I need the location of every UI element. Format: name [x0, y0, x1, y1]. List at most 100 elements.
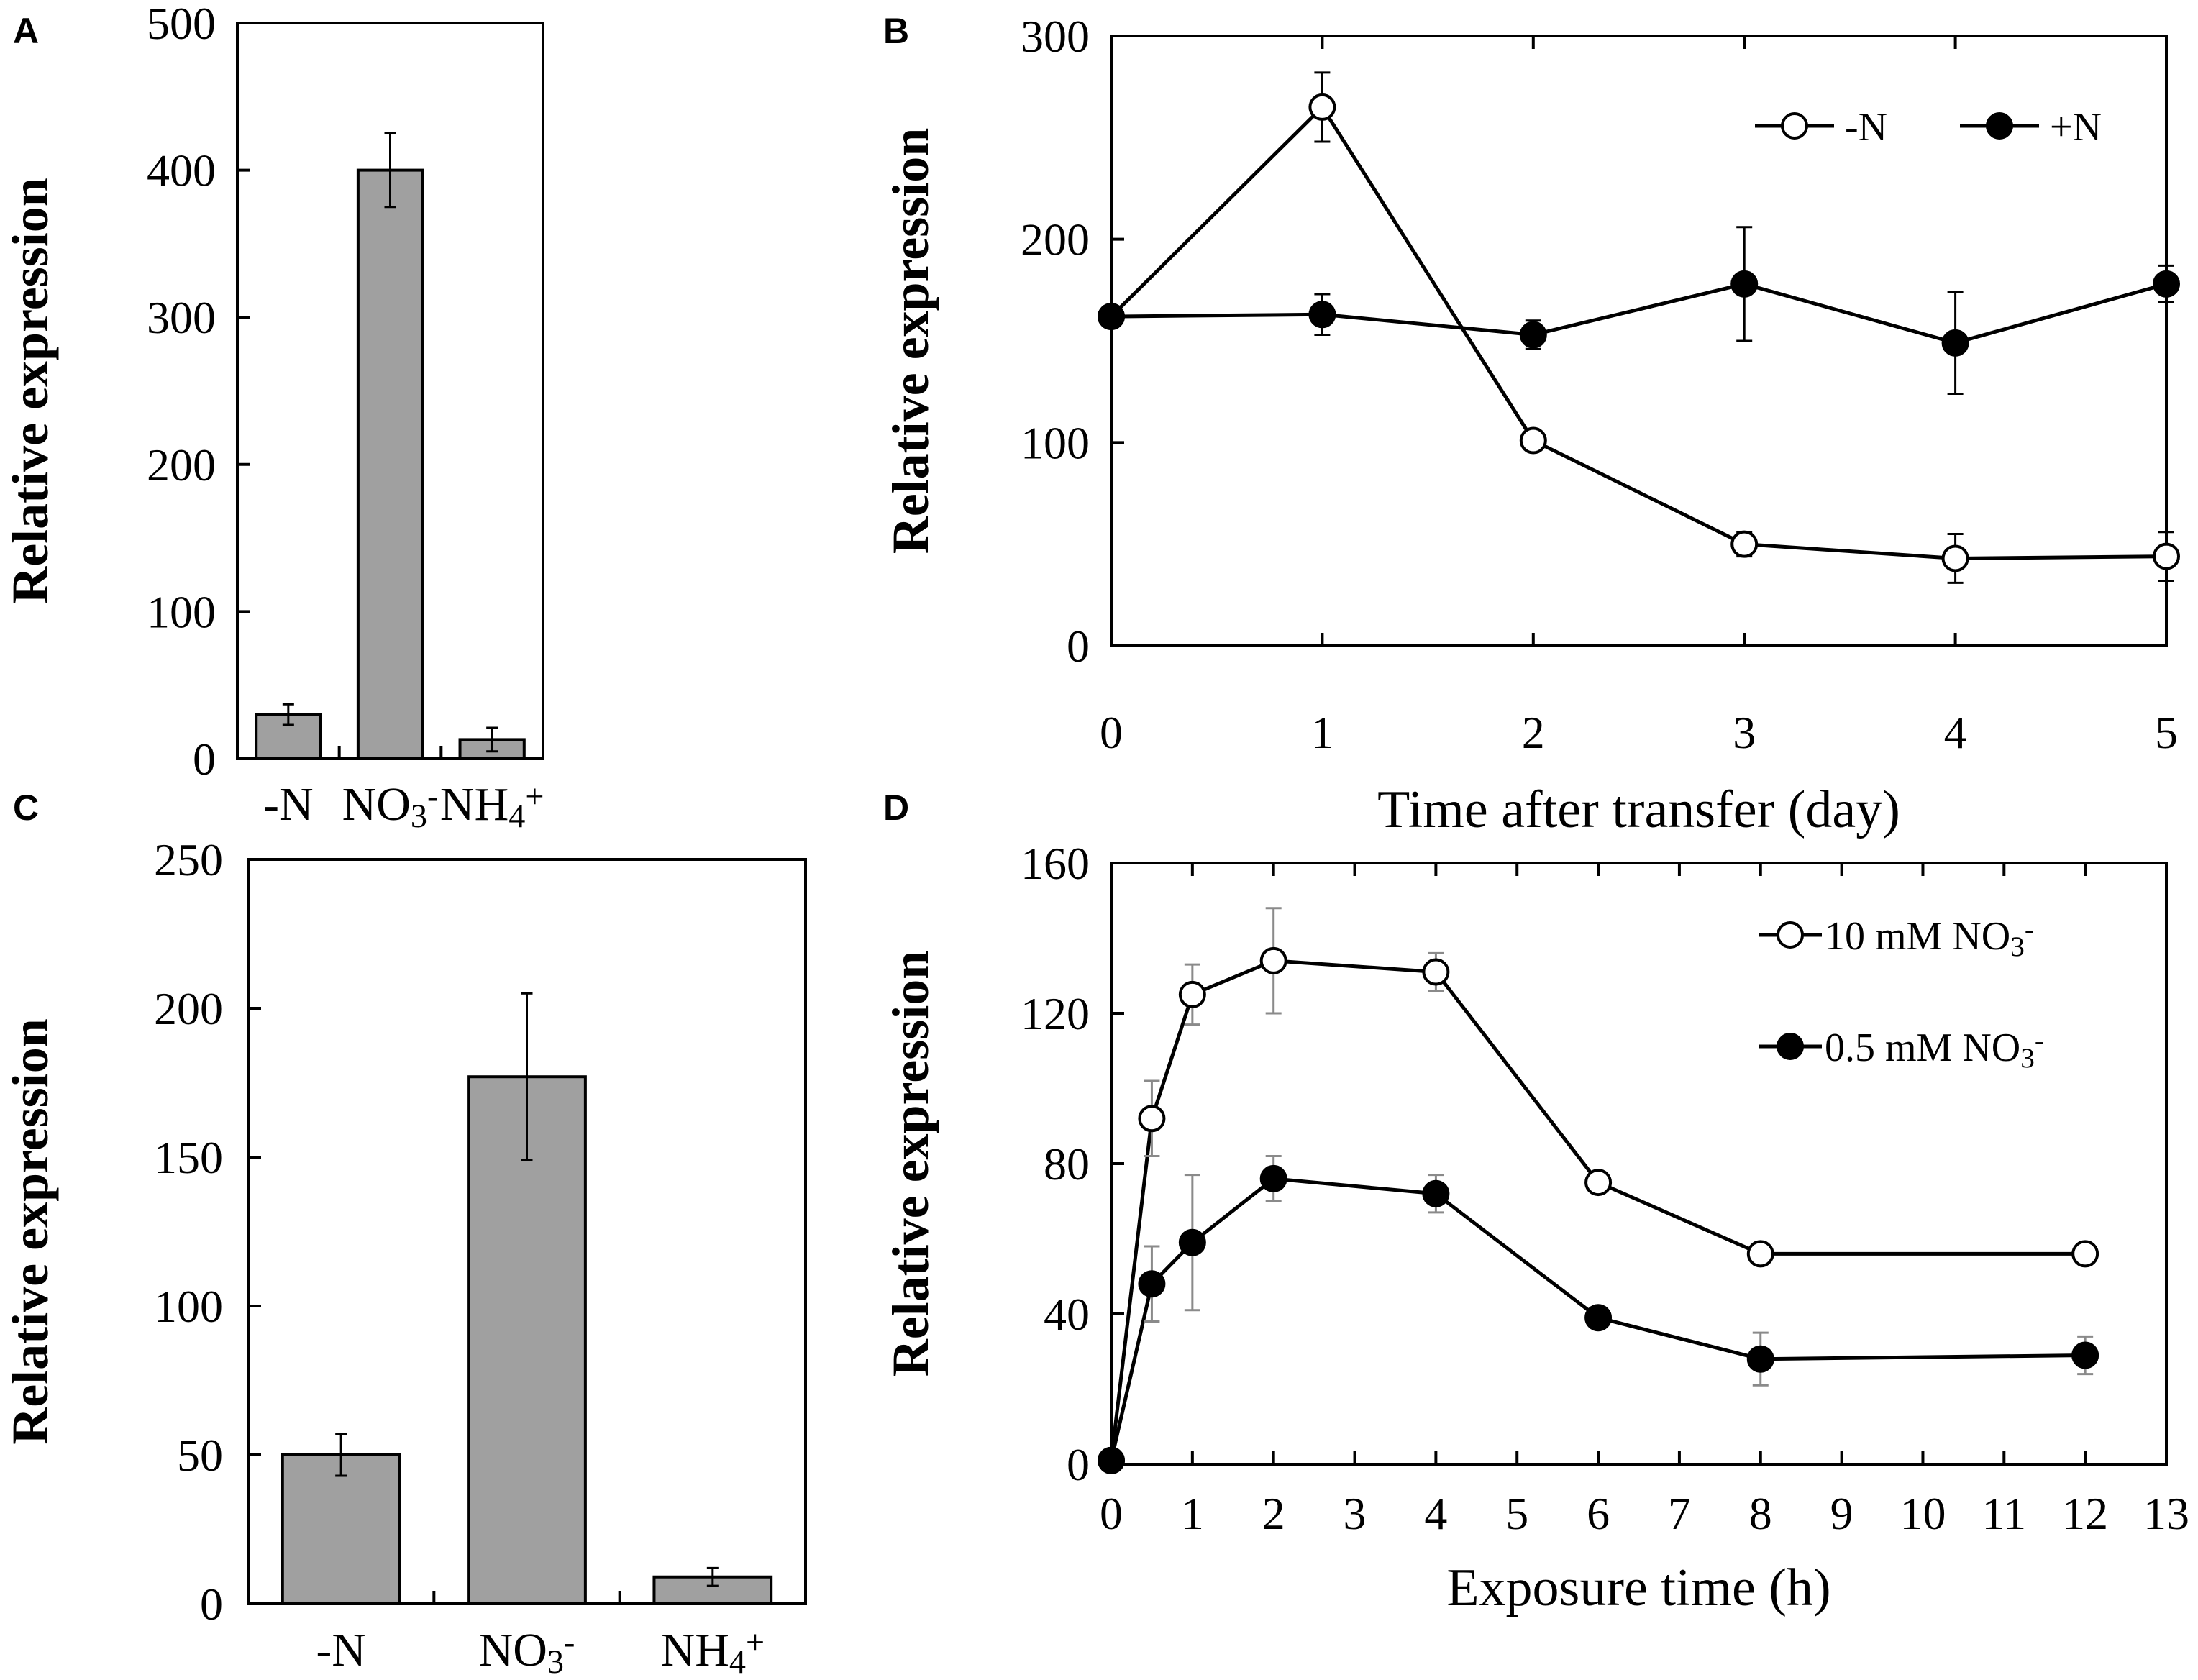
panel-label: D	[883, 788, 909, 828]
y-tick-label: 250	[154, 834, 223, 885]
y-tick-label: 300	[1021, 11, 1090, 62]
plot-frame	[1110, 35, 2168, 647]
y-tick-label: 0	[1067, 621, 1090, 672]
x-tick-label: 13	[2143, 1488, 2189, 1539]
data-point	[1308, 93, 1336, 121]
data-point	[1584, 1169, 1613, 1197]
bar	[652, 1575, 773, 1605]
y-tick-label: 200	[154, 983, 223, 1034]
y-axis-label: Relative expression	[1, 1018, 59, 1445]
x-tick-label: 2	[1522, 707, 1545, 758]
x-tick-label: 9	[1830, 1488, 1853, 1539]
panel-B: B 0 100 200 300 Relative expression 0 1 2 3 4 5 Time…	[882, 11, 2180, 839]
x-tick-label: 12	[2062, 1488, 2108, 1539]
data-point	[2153, 542, 2180, 570]
category-label-base: NH	[440, 778, 509, 831]
legend-marker	[1777, 1033, 1804, 1060]
y-tick-label: 400	[147, 145, 216, 196]
y-tick-label: 80	[1044, 1138, 1090, 1190]
y-tick-label: 100	[147, 586, 216, 637]
category-label-base: NO	[342, 778, 411, 831]
x-tick-label: 3	[1344, 1488, 1367, 1539]
legend-label: 10 mM NO3-	[1825, 914, 2034, 962]
data-point	[2071, 1341, 2099, 1369]
legend-label: 0.5 mM NO3-	[1825, 1026, 2044, 1074]
data-point	[1584, 1304, 1613, 1332]
data-point	[1746, 1240, 1774, 1268]
x-tick-label: 0	[1100, 1488, 1123, 1539]
panel-label: A	[13, 11, 39, 51]
x-tick-label: 5	[2155, 707, 2178, 758]
category-label: NO3-	[342, 778, 439, 835]
y-tick-label: 150	[154, 1132, 223, 1183]
category-label: -N	[263, 778, 314, 831]
bar	[356, 168, 424, 761]
data-point	[1098, 1446, 1125, 1474]
legend-label-base: 0.5 mM NO	[1825, 1026, 2020, 1070]
category-label-sup: -	[427, 778, 438, 815]
series-line	[1111, 282, 2167, 345]
data-point	[1422, 958, 1450, 986]
y-axis-label: Relative expression	[882, 128, 939, 554]
y-tick-label: 200	[147, 439, 216, 490]
y-tick-label: 0	[193, 734, 216, 785]
legend-marker	[1781, 112, 1808, 140]
x-tick-label: 11	[1982, 1488, 2026, 1539]
y-axis-label: Relative expression	[1, 178, 59, 604]
legend-marker	[1777, 921, 1804, 949]
x-tick-label: 3	[1733, 707, 1756, 758]
category-label-sub: 3	[411, 798, 427, 834]
panel-label: B	[883, 11, 909, 51]
y-tick-label: 0	[1067, 1439, 1090, 1490]
panel-label: C	[13, 788, 39, 828]
legend-label-base: 10 mM NO	[1825, 914, 2010, 959]
legend-label-sub: 3	[2010, 931, 2025, 962]
x-tick-label: 6	[1587, 1488, 1610, 1539]
data-point	[2153, 270, 2180, 298]
x-tick-label: 5	[1505, 1488, 1528, 1539]
x-tick-label: 2	[1262, 1488, 1285, 1539]
x-tick-label: 10	[1900, 1488, 1946, 1539]
data-point	[2071, 1240, 2099, 1268]
data-point	[1730, 270, 1759, 298]
y-tick-label: 0	[200, 1579, 223, 1630]
category-label-base: NO	[479, 1624, 547, 1676]
category-label-base: -N	[316, 1624, 366, 1676]
x-tick-label: 4	[1424, 1488, 1447, 1539]
x-axis-label: Exposure time (h)	[1446, 1558, 1830, 1617]
data-point	[1422, 1179, 1450, 1208]
category-label-sub: 3	[547, 1643, 564, 1680]
series-line	[1110, 104, 2167, 560]
data-point	[1178, 980, 1206, 1008]
x-tick-label: 1	[1181, 1488, 1204, 1539]
category-label-sup: +	[746, 1624, 765, 1661]
legend-label-sub: 3	[2020, 1043, 2035, 1074]
data-point	[1941, 329, 1969, 357]
category-label: -N	[316, 1624, 366, 1676]
category-label-base: NH	[661, 1624, 729, 1676]
data-point	[1730, 530, 1759, 558]
x-tick-label: 1	[1310, 707, 1333, 758]
category-label-sub: 4	[509, 798, 525, 834]
category-label-sub: 4	[729, 1643, 746, 1680]
category-label: NH4+	[661, 1624, 765, 1680]
category-label-sup: +	[525, 778, 544, 815]
y-tick-label: 200	[1021, 214, 1090, 265]
data-point	[1519, 426, 1547, 455]
category-label-base: -N	[263, 778, 314, 831]
y-axis-label: Relative expression	[882, 951, 939, 1377]
y-tick-label: 40	[1044, 1289, 1090, 1340]
y-tick-label: 100	[154, 1281, 223, 1332]
x-tick-label: 8	[1749, 1488, 1772, 1539]
data-point	[1519, 321, 1547, 349]
bar	[467, 1075, 587, 1605]
y-tick-label: 300	[147, 292, 216, 343]
data-point	[1308, 301, 1336, 329]
x-tick-label: 4	[1944, 707, 1967, 758]
data-point	[1259, 946, 1287, 974]
y-tick-label: 500	[147, 0, 216, 49]
data-point	[1178, 1228, 1206, 1256]
legend-marker	[1986, 112, 2013, 140]
